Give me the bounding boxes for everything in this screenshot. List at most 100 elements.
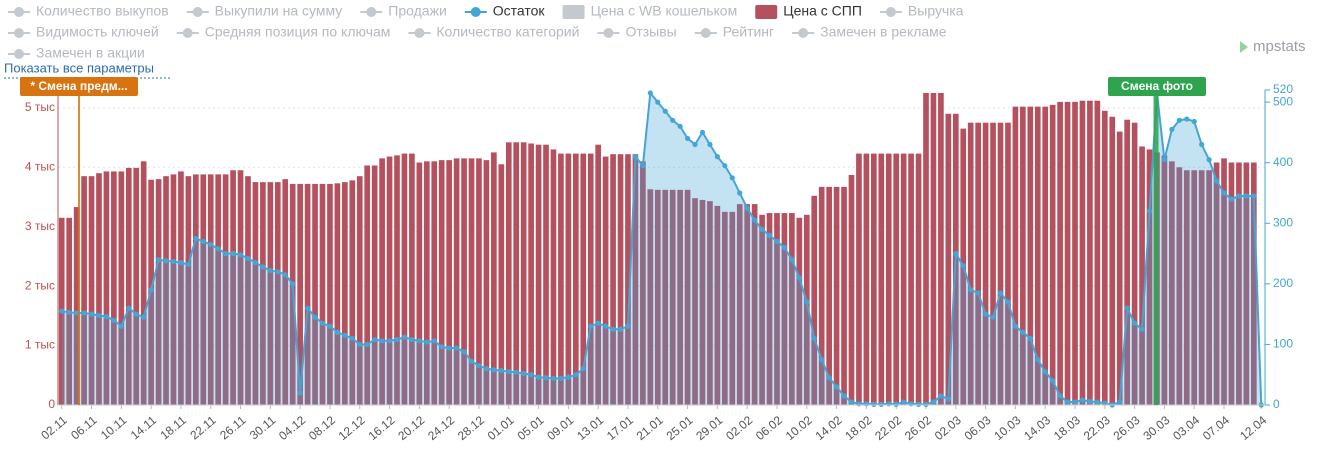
bar	[893, 153, 900, 405]
point	[155, 257, 162, 263]
bar	[453, 158, 460, 405]
legend-label: Продажи	[388, 3, 446, 19]
point	[349, 335, 355, 341]
bar	[133, 167, 140, 405]
bar	[990, 122, 996, 405]
x-tick-label: 28.12	[455, 413, 487, 443]
point	[498, 367, 504, 374]
bar	[640, 161, 646, 405]
point	[245, 255, 251, 262]
bar	[1146, 149, 1153, 405]
bar	[900, 153, 907, 405]
legend-label: Выкупили на сумму	[215, 3, 343, 19]
bar	[1094, 100, 1101, 405]
legend-marker	[700, 28, 711, 38]
legend-label: Цена с СПП	[783, 3, 862, 19]
point	[744, 205, 750, 211]
bar	[1101, 110, 1108, 406]
point	[707, 141, 713, 148]
point	[364, 341, 370, 348]
point	[424, 339, 430, 345]
bar	[721, 211, 728, 405]
legend-item[interactable]: Продажи	[360, 3, 447, 19]
point	[118, 323, 124, 329]
legend-marker	[414, 28, 425, 38]
point	[304, 305, 311, 311]
point	[856, 401, 862, 407]
legend-item[interactable]: Отзывы	[597, 24, 677, 40]
point	[714, 154, 720, 160]
annotation-label: Смена фото	[1121, 79, 1193, 93]
point	[692, 141, 698, 148]
bar	[297, 183, 303, 405]
legend-label: Рейтинг	[723, 24, 774, 40]
point	[491, 367, 497, 373]
point	[975, 290, 981, 296]
point	[1169, 126, 1175, 132]
point	[781, 244, 788, 251]
bar	[1221, 158, 1227, 405]
legend-item[interactable]: Замечен в акции	[8, 45, 145, 61]
bar	[274, 182, 281, 405]
legend-label: Цена с WB кошельком	[591, 3, 738, 19]
legend-item[interactable]: Замечен в рекламе	[792, 24, 947, 40]
legend-marker	[885, 7, 896, 17]
y2-tick-label: 400	[1273, 155, 1293, 169]
bar	[237, 170, 244, 405]
show-all-link[interactable]: Показать все параметры	[4, 60, 154, 75]
point	[468, 358, 475, 364]
point	[804, 299, 810, 305]
legend-item[interactable]: Выручка	[879, 3, 964, 19]
point	[766, 232, 773, 238]
y2-tick-label: 520	[1273, 82, 1293, 96]
legend-item[interactable]: Цена с WB кошельком	[562, 3, 738, 19]
bar	[327, 183, 333, 405]
point	[1079, 397, 1086, 403]
point	[319, 320, 326, 326]
point	[632, 154, 639, 160]
bar	[215, 174, 222, 405]
point	[1139, 326, 1145, 332]
point	[1012, 323, 1019, 329]
bar	[319, 183, 326, 405]
x-tick-label: 24.12	[425, 413, 457, 443]
x-tick-label: 22.03	[1081, 413, 1113, 443]
point	[923, 401, 929, 407]
bar	[1169, 161, 1175, 405]
legend-item[interactable]: Количество категорий	[408, 24, 579, 40]
legend-item[interactable]: Остаток	[464, 3, 546, 19]
bar	[781, 213, 788, 405]
legend-label: Выручка	[908, 3, 964, 19]
bar	[81, 176, 87, 405]
bar	[260, 182, 266, 405]
point	[528, 372, 534, 378]
point	[1176, 117, 1182, 123]
point	[1191, 118, 1197, 125]
point	[550, 375, 557, 381]
bar	[1131, 122, 1138, 405]
bar	[1139, 146, 1145, 405]
legend-item[interactable]: Количество выкупов	[8, 3, 169, 19]
bar	[1027, 106, 1034, 405]
point	[759, 226, 765, 232]
legend-item[interactable]: Видимость ключей	[8, 24, 159, 40]
legend-item[interactable]: Выкупили на сумму	[186, 3, 343, 19]
bar	[349, 180, 356, 405]
x-tick-label: 30.03	[1140, 413, 1172, 443]
point	[938, 393, 944, 399]
legend-item[interactable]: Средняя позиция по ключам	[176, 24, 391, 40]
point	[811, 335, 817, 341]
bar	[312, 183, 318, 405]
point	[372, 336, 378, 343]
bar	[1079, 100, 1086, 405]
bar	[975, 122, 981, 405]
point	[684, 135, 691, 142]
x-tick-label: 25.01	[664, 413, 696, 443]
legend-item[interactable]: Рейтинг	[694, 24, 774, 40]
x-tick-label: 07.04	[1200, 413, 1232, 443]
bar	[1250, 162, 1257, 405]
legend-item[interactable]: Цена с СПП	[755, 3, 862, 19]
point	[252, 260, 259, 266]
point	[878, 401, 884, 407]
point	[193, 235, 199, 242]
